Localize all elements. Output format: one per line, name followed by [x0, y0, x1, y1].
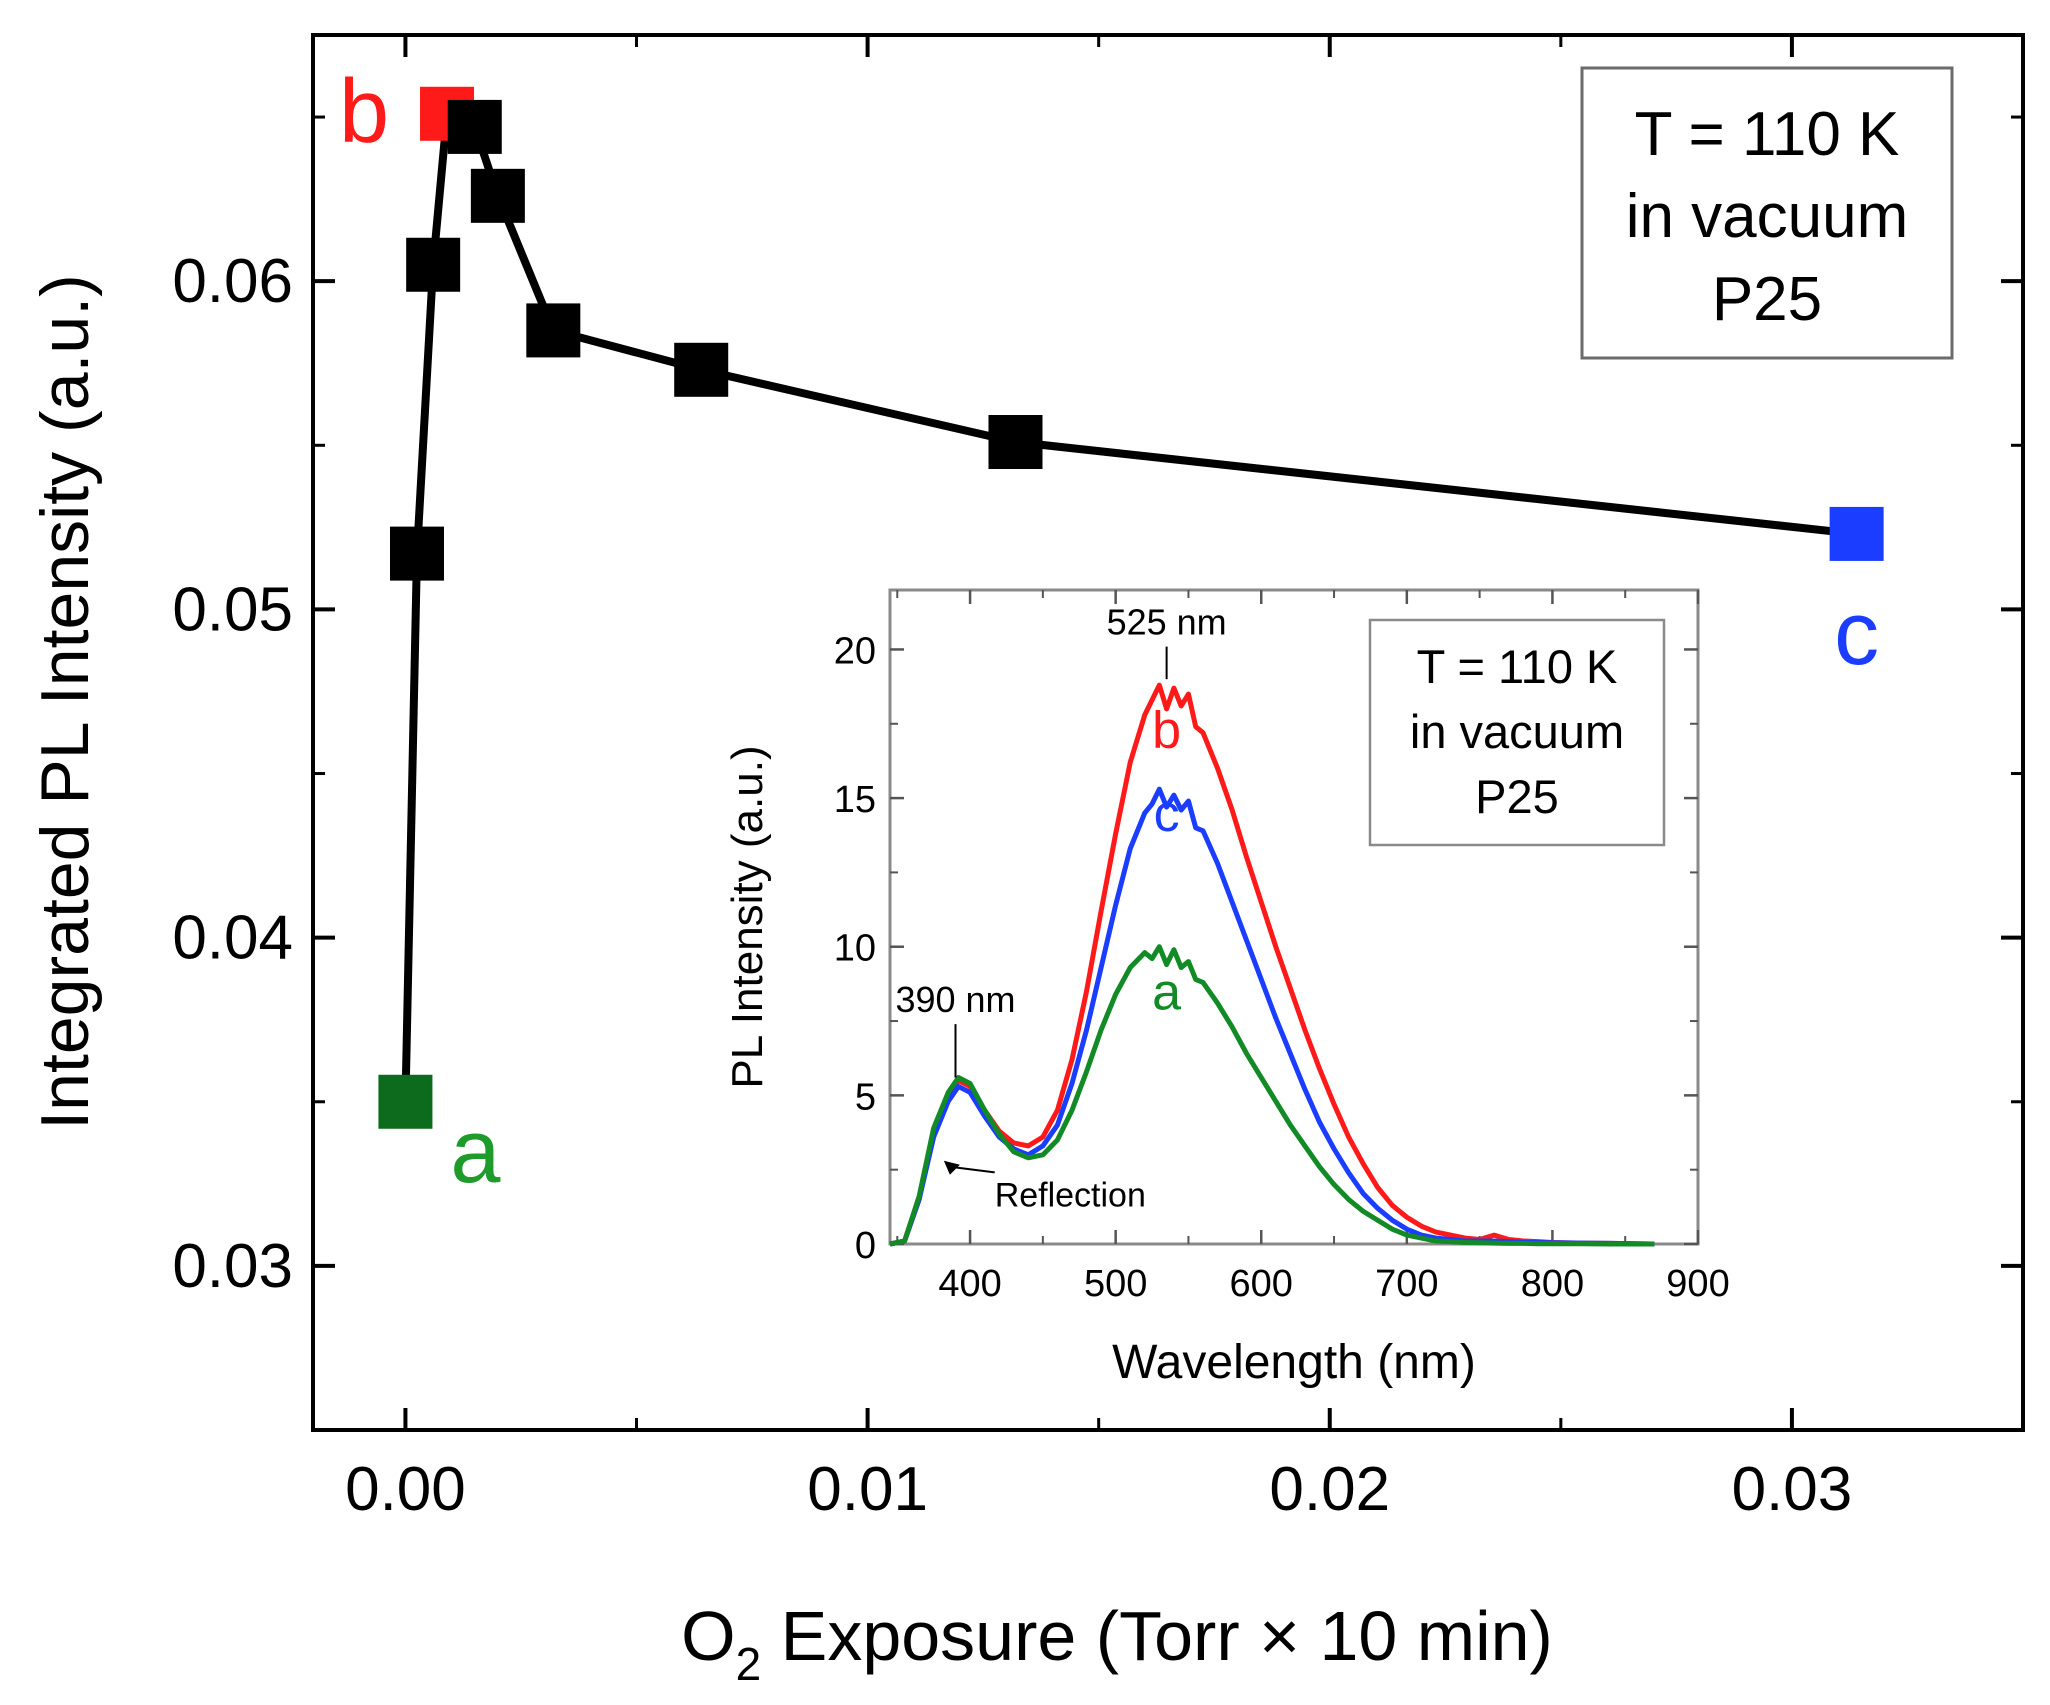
- main-y-tick-label: 0.05: [172, 575, 293, 644]
- inset-x-axis-label: Wavelength (nm): [1112, 1336, 1476, 1389]
- main-plot-frame: [311, 33, 2025, 1432]
- inset-annotations: 525 nm 390 nm Reflection: [895, 602, 1226, 1215]
- main-legend-box: T = 110 K in vacuum P25: [1580, 66, 1954, 360]
- main-x-axis-label-prefix: O: [681, 1597, 735, 1675]
- main-y-tick-label: 0.06: [172, 247, 293, 316]
- inset-y-tick-label: 5: [855, 1076, 876, 1118]
- main-x-tick-label: 0.00: [345, 1455, 466, 1524]
- inset-plot-frame: [888, 588, 1700, 1246]
- inset-annotation-label: 525 nm: [1107, 602, 1227, 643]
- inset-legend-line-2: in vacuum: [1410, 705, 1624, 758]
- inset-x-tick-label: 700: [1375, 1263, 1438, 1305]
- inset-series-a-label: a: [1152, 963, 1181, 1021]
- inset-annotation-arrow: [949, 1165, 995, 1174]
- inset-series-b-label: b: [1152, 702, 1181, 760]
- main-legend-line-2: in vacuum: [1626, 182, 1909, 251]
- main-data-point: [674, 342, 729, 397]
- main-data-point: [406, 237, 461, 292]
- main-legend-line-1: T = 110 K: [1635, 100, 1900, 169]
- main-series-line: [401, 109, 1858, 1102]
- inset-y-axis-label: PL Intensity (a.u.): [723, 745, 772, 1088]
- main-point-label: a: [450, 1102, 501, 1202]
- inset-series-c-label: c: [1154, 785, 1180, 843]
- inset-y-tick-label: 15: [834, 779, 876, 821]
- inset-x-tick-label: 800: [1521, 1263, 1584, 1305]
- inset-series-a-line: [889, 944, 1655, 1247]
- main-data-point: [988, 415, 1043, 470]
- inset-legend-line-3: P25: [1475, 770, 1559, 823]
- main-data-point: [389, 526, 444, 581]
- main-y-axis-label: Integrated PL Intensity (a.u.): [27, 274, 103, 1130]
- inset-x-tick-label: 400: [938, 1263, 1001, 1305]
- main-series: [378, 86, 1884, 1129]
- inset-axis-ticks: [890, 590, 1700, 1246]
- inset-y-tick-label: 0: [855, 1225, 876, 1267]
- inset-x-tick-label: 600: [1230, 1263, 1293, 1305]
- main-legend-line-3: P25: [1712, 265, 1822, 334]
- main-x-tick-label: 0.01: [807, 1455, 928, 1524]
- main-x-tick-label: 0.02: [1269, 1455, 1390, 1524]
- main-x-tick-label: 0.03: [1732, 1455, 1853, 1524]
- main-x-axis-label: O2 Exposure (Torr × 10 min): [681, 1597, 1553, 1690]
- inset-y-tick-label: 20: [834, 630, 876, 672]
- inset-legend-box: T = 110 K in vacuum P25: [1368, 618, 1666, 847]
- inset-annotation-label: Reflection: [995, 1176, 1146, 1214]
- inset-y-tick-label: 10: [834, 928, 876, 970]
- main-x-axis-label-subscript: 2: [736, 1638, 762, 1690]
- inset-series: bc a: [889, 682, 1655, 1247]
- inset-annotation-label: 390 nm: [895, 979, 1015, 1020]
- inset-annotation-arrowhead: [943, 1160, 960, 1175]
- main-point-label: b: [339, 62, 389, 162]
- main-data-point: [470, 168, 525, 223]
- inset-x-tick-label: 900: [1666, 1263, 1729, 1305]
- main-point-label: c: [1834, 584, 1879, 684]
- main-data-point: [447, 99, 502, 154]
- main-y-tick-label: 0.03: [172, 1232, 293, 1301]
- main-data-point: [378, 1074, 433, 1129]
- main-x-axis-label-suffix: Exposure (Torr × 10 min): [761, 1597, 1553, 1675]
- main-y-tick-label: 0.04: [172, 904, 293, 973]
- inset-x-tick-label: 500: [1084, 1263, 1147, 1305]
- main-point-labels: abc: [339, 62, 1879, 1202]
- main-data-point: [1829, 506, 1884, 561]
- main-legend-frame: [1580, 66, 1954, 360]
- inset-series-b-line: [889, 682, 1655, 1247]
- main-plot: 0.00 0.01 0.02 0.03 0.03 0.04 0.05 0.06 Integra…: [27, 33, 2025, 1690]
- main-data-point: [526, 303, 581, 358]
- inset-tick-labels: 400 500 600 700 800 900 0 5 10 15 20: [834, 630, 1730, 1305]
- main-tick-labels: 0.00 0.01 0.02 0.03 0.03 0.04 0.05 0.06: [172, 247, 1852, 1524]
- main-axis-ticks: [313, 35, 2025, 1432]
- inset-legend-line-1: T = 110 K: [1417, 640, 1618, 693]
- inset-legend-frame: [1368, 618, 1666, 847]
- inset-plot: 400 500 600 700 800 900 0 5 10 15 20 PL Intensity …: [723, 588, 1730, 1389]
